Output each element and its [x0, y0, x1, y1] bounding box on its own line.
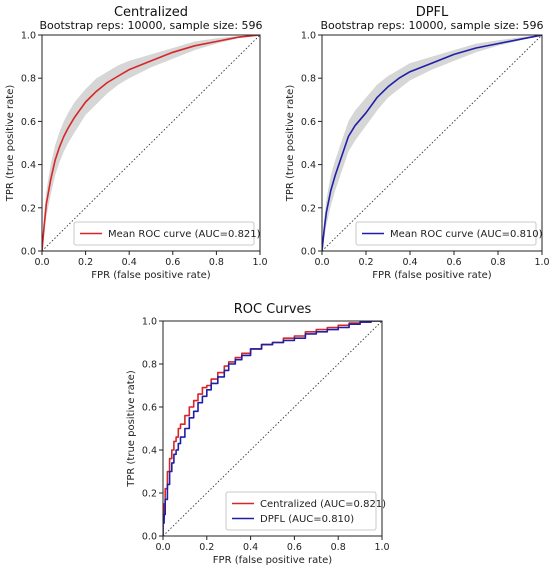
confidence-band-1 — [42, 35, 260, 251]
x-axis-label: FPR (false positive rate) — [213, 555, 332, 566]
y-tick-label: 0.8 — [21, 74, 36, 85]
x-tick-label: 0.6 — [287, 542, 302, 553]
chance-diagonal — [42, 35, 260, 251]
legend-label: DPFL (AUC=0.810) — [260, 514, 354, 525]
plot-area — [42, 35, 260, 251]
x-tick-label: 0.4 — [122, 257, 137, 268]
x-tick-label: 0.8 — [490, 257, 505, 268]
y-tick-label: 1.0 — [301, 31, 316, 42]
y-tick-label: 0.8 — [142, 360, 157, 371]
legend-box — [73, 221, 255, 246]
chart-title: DPFL — [416, 5, 449, 20]
legend-label: Mean ROC curve (AUC=0.821) — [108, 229, 261, 240]
plot-area — [322, 35, 542, 251]
y-tick-label: 0.8 — [301, 74, 316, 85]
plot-frame — [162, 320, 383, 537]
plot-frame — [41, 34, 261, 252]
y-tick-label: 0.2 — [142, 489, 157, 500]
legend-label: Centralized (AUC=0.821) — [260, 499, 386, 510]
x-tick-label: 0.6 — [446, 257, 461, 268]
x-tick-label: 0.8 — [331, 542, 346, 553]
y-tick-label: 0.4 — [21, 160, 36, 171]
y-tick-label: 0.6 — [21, 117, 36, 128]
x-tick-label: 0.4 — [243, 542, 258, 553]
confidence-band-1 — [322, 35, 542, 251]
x-tick-label: 1.0 — [534, 257, 549, 268]
legend-box — [225, 491, 377, 531]
y-axis-label: TPR (true positive rate) — [5, 85, 16, 203]
x-tick-label: 0.8 — [209, 257, 224, 268]
chance-diagonal — [163, 321, 382, 536]
y-tick-label: 0.6 — [142, 403, 157, 414]
x-tick-label: 0.4 — [402, 257, 417, 268]
y-tick-label: 0.0 — [301, 247, 316, 258]
y-tick-label: 0.2 — [301, 203, 316, 214]
chart-subtitle: Bootstrap reps: 10000, sample size: 596 — [320, 19, 543, 32]
roc-line-1 — [42, 35, 260, 251]
y-tick-label: 0.2 — [21, 203, 36, 214]
x-tick-label: 0.2 — [78, 257, 93, 268]
chart-title: ROC Curves — [234, 302, 312, 317]
x-axis-label: FPR (false positive rate) — [372, 270, 491, 281]
x-tick-label: 0.0 — [155, 542, 170, 553]
y-tick-label: 0.6 — [301, 117, 316, 128]
x-tick-label: 1.0 — [374, 542, 389, 553]
x-tick-label: 0.2 — [358, 257, 373, 268]
chart-subtitle: Bootstrap reps: 10000, sample size: 596 — [39, 19, 262, 32]
y-tick-label: 0.0 — [142, 532, 157, 543]
chart-title: Centralized — [114, 5, 188, 20]
y-tick-label: 1.0 — [142, 317, 157, 328]
y-tick-label: 0.4 — [301, 160, 316, 171]
chance-diagonal — [322, 35, 542, 251]
roc-line-1 — [322, 35, 542, 251]
plot-frame — [321, 34, 543, 252]
y-tick-label: 0.0 — [21, 247, 36, 258]
x-tick-label: 0.0 — [34, 257, 49, 268]
chart-3: ROC Curves 0.0 0.2 0.4 0.6 0.8 1.0 0.0 0.2 0.4 0.6… — [126, 302, 390, 566]
plot-area — [163, 321, 382, 536]
x-axis-label: FPR (false positive rate) — [91, 270, 210, 281]
legend-box — [355, 221, 537, 246]
x-tick-label: 0.2 — [199, 542, 214, 553]
x-tick-label: 0.6 — [165, 257, 180, 268]
y-tick-label: 0.4 — [142, 446, 157, 457]
roc-line-2 — [163, 321, 382, 536]
x-tick-label: 0.0 — [314, 257, 329, 268]
y-axis-label: TPR (true positive rate) — [285, 85, 296, 203]
legend-label: Mean ROC curve (AUC=0.810) — [390, 229, 543, 240]
x-tick-label: 1.0 — [252, 257, 267, 268]
y-axis-label: TPR (true positive rate) — [126, 370, 137, 488]
y-tick-label: 1.0 — [21, 31, 36, 42]
